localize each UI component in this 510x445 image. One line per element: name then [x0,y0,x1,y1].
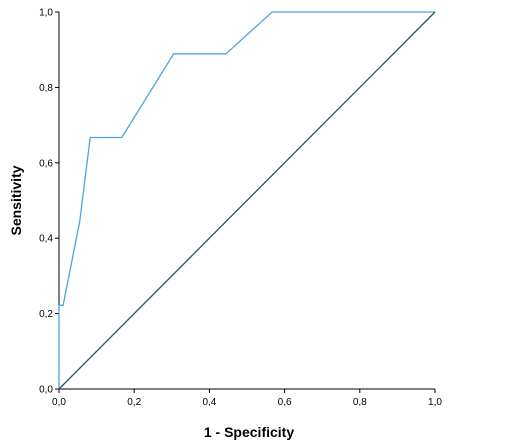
x-tick-label: 0,2 [127,397,141,408]
reference-diagonal-line [58,11,436,390]
y-axis-title: Sensitivity [8,165,24,235]
x-tick-label: 0,0 [52,397,66,408]
y-axis-ticks: 0,0 0,2 0,4 0,6 0,8 1,0 [39,8,59,396]
x-tick-label: 1,0 [428,397,442,408]
x-axis-ticks: 0,0 0,2 0,4 0,6 0,8 1,0 [52,389,442,408]
x-axis-title: 1 - Specificity [204,424,294,440]
series-layer [58,11,436,390]
y-tick-label: 1,0 [39,8,53,19]
y-tick-label: 0,2 [39,309,53,320]
y-tick-label: 0,0 [39,385,53,396]
x-tick-label: 0,8 [353,397,367,408]
y-tick-label: 0,4 [39,234,53,245]
y-tick-label: 0,8 [39,83,53,94]
roc-curve-line [58,11,435,389]
y-tick-label: 0,6 [39,158,53,169]
x-tick-label: 0,4 [202,397,216,408]
x-tick-label: 0,6 [278,397,292,408]
